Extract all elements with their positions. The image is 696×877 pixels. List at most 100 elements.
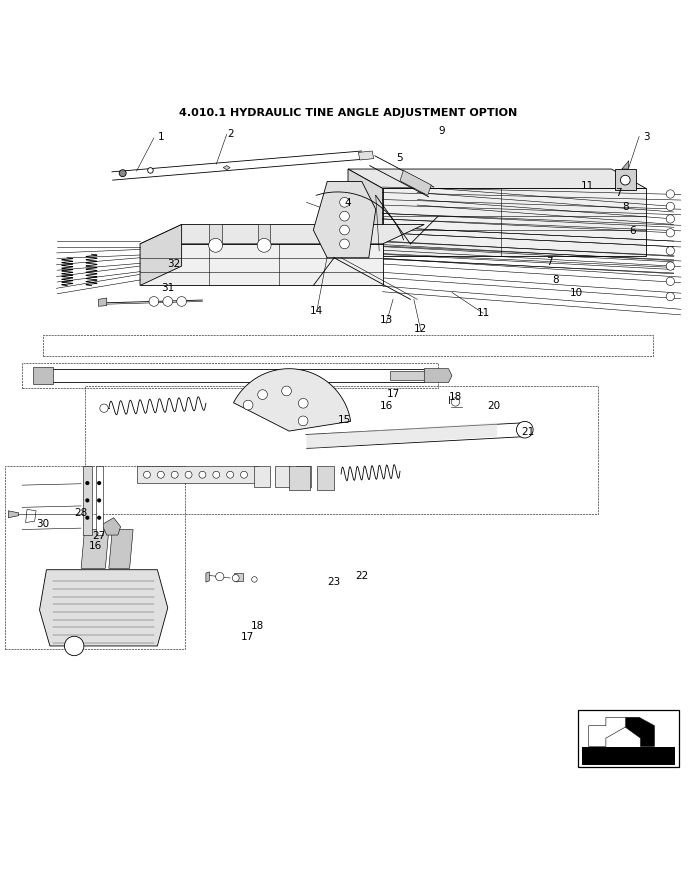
Text: 12: 12: [414, 324, 427, 334]
Text: 23: 23: [328, 577, 341, 587]
Bar: [85, 387, 598, 515]
Bar: [95, 467, 102, 536]
Circle shape: [666, 247, 674, 256]
Polygon shape: [358, 152, 374, 160]
Circle shape: [86, 499, 89, 503]
Polygon shape: [140, 225, 425, 245]
Circle shape: [65, 637, 84, 656]
Circle shape: [149, 297, 159, 307]
Bar: [22, 364, 438, 389]
Circle shape: [185, 472, 192, 479]
Text: 3: 3: [643, 132, 649, 142]
Circle shape: [199, 472, 206, 479]
Circle shape: [97, 499, 101, 503]
Text: 14: 14: [310, 305, 324, 316]
Circle shape: [451, 398, 459, 407]
Polygon shape: [348, 170, 383, 257]
Polygon shape: [233, 369, 351, 431]
Circle shape: [100, 404, 108, 413]
Circle shape: [516, 422, 533, 438]
Circle shape: [244, 401, 253, 410]
Circle shape: [340, 239, 349, 249]
Polygon shape: [313, 182, 376, 259]
Bar: [136, 467, 258, 483]
Text: 8: 8: [622, 202, 628, 211]
Text: 5: 5: [397, 153, 403, 163]
Text: 17: 17: [386, 389, 400, 398]
Text: 11: 11: [477, 308, 490, 317]
Text: 15: 15: [338, 414, 351, 424]
Text: 20: 20: [487, 400, 500, 410]
Circle shape: [148, 168, 153, 174]
Circle shape: [171, 472, 178, 479]
Polygon shape: [615, 170, 635, 190]
Circle shape: [282, 387, 292, 396]
Text: 8: 8: [553, 275, 560, 284]
Polygon shape: [625, 717, 654, 746]
Circle shape: [86, 516, 89, 520]
Circle shape: [666, 190, 674, 199]
Text: 21: 21: [521, 426, 535, 437]
Circle shape: [340, 198, 349, 208]
Polygon shape: [425, 369, 452, 383]
Text: 4.010.1 HYDRAULIC TINE ANGLE ADJUSTMENT OPTION: 4.010.1 HYDRAULIC TINE ANGLE ADJUSTMENT …: [179, 108, 517, 118]
Text: 18: 18: [449, 392, 462, 402]
Circle shape: [143, 472, 150, 479]
Text: 32: 32: [166, 259, 180, 269]
Polygon shape: [400, 171, 432, 196]
Text: 16: 16: [88, 541, 102, 551]
Circle shape: [252, 577, 258, 582]
Text: 9: 9: [438, 125, 445, 135]
Polygon shape: [589, 717, 654, 746]
Polygon shape: [306, 424, 497, 449]
Circle shape: [666, 262, 674, 271]
Circle shape: [666, 203, 674, 211]
Circle shape: [666, 293, 674, 302]
Polygon shape: [102, 518, 120, 536]
Text: 7: 7: [546, 257, 553, 267]
Text: 11: 11: [580, 181, 594, 191]
Text: 28: 28: [74, 508, 88, 517]
Polygon shape: [140, 225, 182, 286]
Circle shape: [163, 297, 173, 307]
Bar: [84, 467, 91, 536]
Bar: [582, 747, 675, 765]
Bar: [578, 710, 679, 767]
Polygon shape: [81, 530, 109, 568]
Circle shape: [258, 390, 267, 400]
Polygon shape: [275, 467, 290, 487]
Circle shape: [86, 481, 89, 486]
Polygon shape: [109, 530, 133, 568]
Circle shape: [299, 399, 308, 409]
Text: 6: 6: [629, 225, 635, 236]
Text: 17: 17: [241, 631, 254, 641]
Circle shape: [119, 170, 126, 177]
Circle shape: [299, 417, 308, 426]
Circle shape: [666, 216, 674, 224]
Circle shape: [97, 481, 101, 486]
Polygon shape: [622, 161, 628, 170]
Circle shape: [241, 472, 248, 479]
Circle shape: [620, 176, 630, 186]
Circle shape: [216, 573, 224, 581]
Polygon shape: [98, 299, 106, 307]
Polygon shape: [209, 225, 222, 246]
Text: 30: 30: [36, 518, 49, 528]
Circle shape: [227, 472, 234, 479]
Polygon shape: [33, 367, 54, 384]
Polygon shape: [258, 225, 270, 246]
Text: 4: 4: [345, 198, 351, 208]
Circle shape: [209, 239, 223, 253]
Polygon shape: [206, 572, 209, 582]
Bar: [43, 336, 653, 357]
Polygon shape: [383, 189, 646, 257]
Text: 31: 31: [161, 282, 175, 293]
Circle shape: [157, 472, 164, 479]
Polygon shape: [317, 467, 334, 490]
Polygon shape: [234, 574, 243, 581]
Text: 13: 13: [379, 315, 393, 324]
Circle shape: [340, 212, 349, 222]
Circle shape: [177, 297, 187, 307]
Text: 1: 1: [157, 132, 164, 142]
Text: 16: 16: [379, 400, 393, 410]
